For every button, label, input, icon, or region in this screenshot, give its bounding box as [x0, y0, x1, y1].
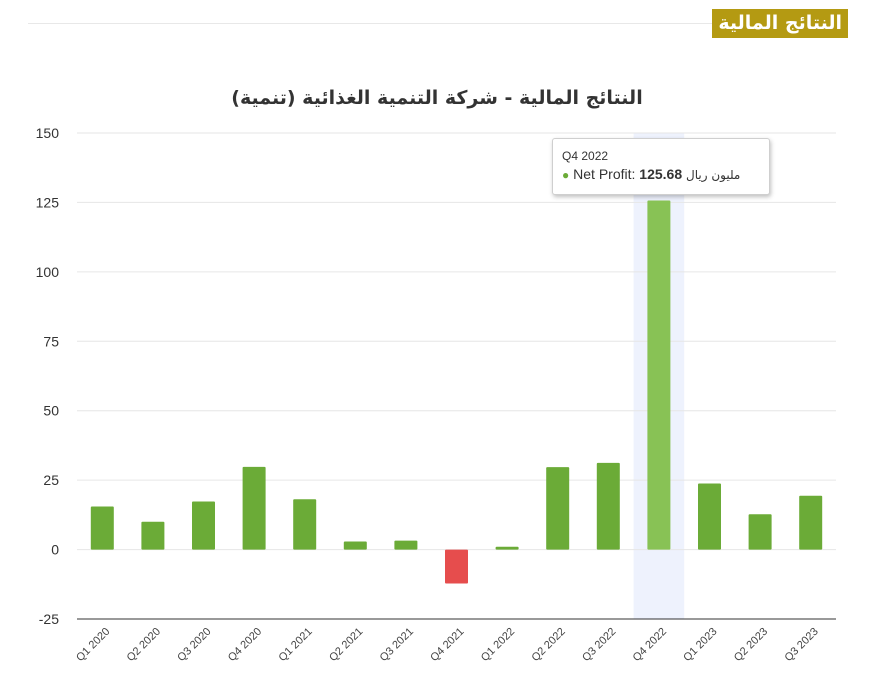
x-tick-label: Q2 2023	[732, 626, 770, 664]
bar-q1-2023[interactable]	[698, 483, 721, 550]
bar-q2-2020[interactable]	[141, 521, 165, 550]
bar-q3-2021[interactable]	[394, 540, 418, 550]
bar-q2-2021[interactable]	[343, 541, 367, 550]
top-divider	[28, 23, 720, 24]
tooltip-value: 125.68	[639, 166, 683, 182]
x-tick-label: Q2 2022	[529, 626, 567, 664]
x-tick-label: Q1 2023	[681, 626, 719, 664]
bar-q3-2022[interactable]	[596, 462, 620, 550]
x-tick-label: Q4 2021	[428, 626, 466, 664]
x-tick-label: Q3 2022	[580, 626, 618, 664]
y-tick-label: -25	[39, 611, 59, 627]
tooltip-row: ● Net Profit: 125.68 مليون ريال	[562, 166, 740, 182]
x-tick-label: Q4 2022	[631, 626, 669, 664]
tooltip-unit: مليون ريال	[686, 168, 741, 182]
section-title-badge: النتائج المالية	[712, 9, 848, 38]
x-tick-label: Q2 2021	[327, 626, 365, 664]
x-tick-label: Q4 2020	[226, 626, 264, 664]
y-tick-label: 75	[43, 333, 59, 349]
x-tick-label: Q1 2021	[276, 626, 314, 664]
bar-q2-2022[interactable]	[546, 467, 570, 550]
x-tick-label: Q1 2020	[74, 626, 112, 664]
y-tick-label: 150	[36, 125, 60, 141]
series-dot-icon: ●	[562, 168, 570, 182]
tooltip-category: Q4 2022	[562, 149, 609, 163]
x-tick-label: Q3 2021	[378, 626, 416, 664]
bar-q1-2020[interactable]	[90, 506, 114, 550]
y-tick-label: 0	[51, 542, 59, 558]
x-tick-label: Q2 2020	[125, 626, 163, 664]
y-tick-label: 125	[36, 194, 60, 210]
y-tick-label: 50	[43, 403, 59, 419]
x-tick-label: Q1 2022	[479, 626, 517, 664]
bar-q4-2021[interactable]	[445, 549, 468, 584]
chart-tooltip: Q4 2022 ● Net Profit: 125.68 مليون ريال	[552, 138, 770, 195]
x-tick-label: Q3 2023	[782, 626, 820, 664]
bar-q3-2023[interactable]	[799, 495, 823, 550]
bar-q1-2022[interactable]	[495, 546, 519, 550]
y-tick-label: 25	[43, 472, 59, 488]
tooltip-series-label: Net Profit:	[573, 166, 636, 182]
y-tick-label: 100	[36, 264, 60, 280]
bar-q1-2021[interactable]	[293, 499, 317, 550]
x-tick-label: Q3 2020	[175, 626, 213, 664]
bar-q4-2022[interactable]	[647, 200, 671, 550]
chart-title: النتائج المالية - شركة التنمية الغذائية …	[231, 87, 642, 109]
bar-q4-2020[interactable]	[242, 466, 266, 550]
bar-q2-2023[interactable]	[748, 514, 772, 550]
bar-q3-2020[interactable]	[192, 501, 215, 550]
